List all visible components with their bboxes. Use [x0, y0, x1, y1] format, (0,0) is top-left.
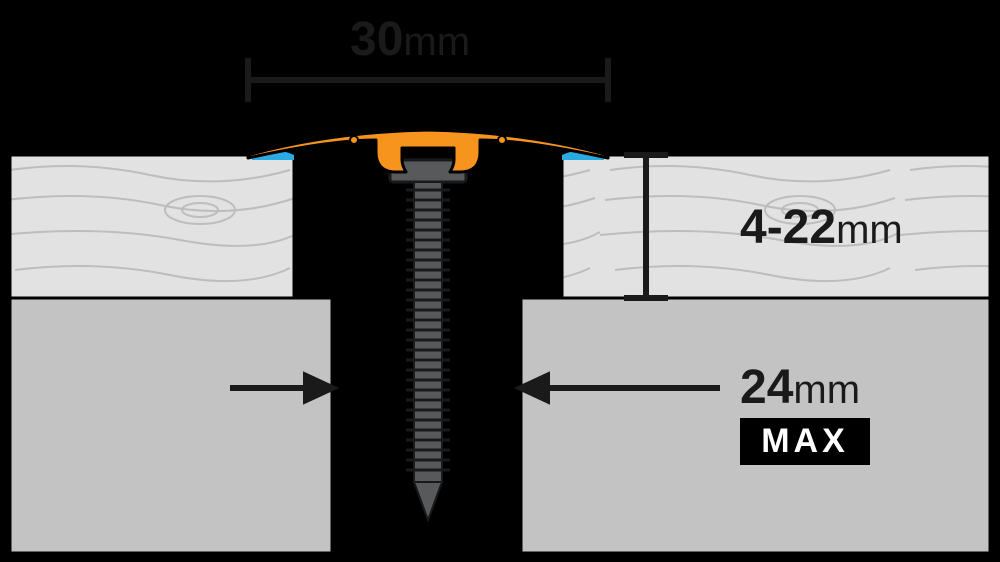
subfloor-left — [10, 298, 332, 553]
height-value: 4-22 — [740, 201, 836, 254]
cross-section-diagram — [0, 0, 1000, 562]
screw — [390, 160, 466, 520]
max-badge: MAX — [740, 418, 870, 465]
dimension-gap-label: 24mm — [740, 360, 860, 415]
wood-floor-left — [10, 155, 294, 298]
gap-unit: mm — [793, 368, 860, 412]
width-unit: mm — [403, 20, 470, 64]
height-unit: mm — [836, 208, 903, 252]
dimension-height-label: 4-22mm — [740, 200, 903, 255]
gap-value: 24 — [740, 361, 793, 414]
width-value: 30 — [350, 13, 403, 66]
dimension-width-label: 30mm — [350, 12, 470, 67]
